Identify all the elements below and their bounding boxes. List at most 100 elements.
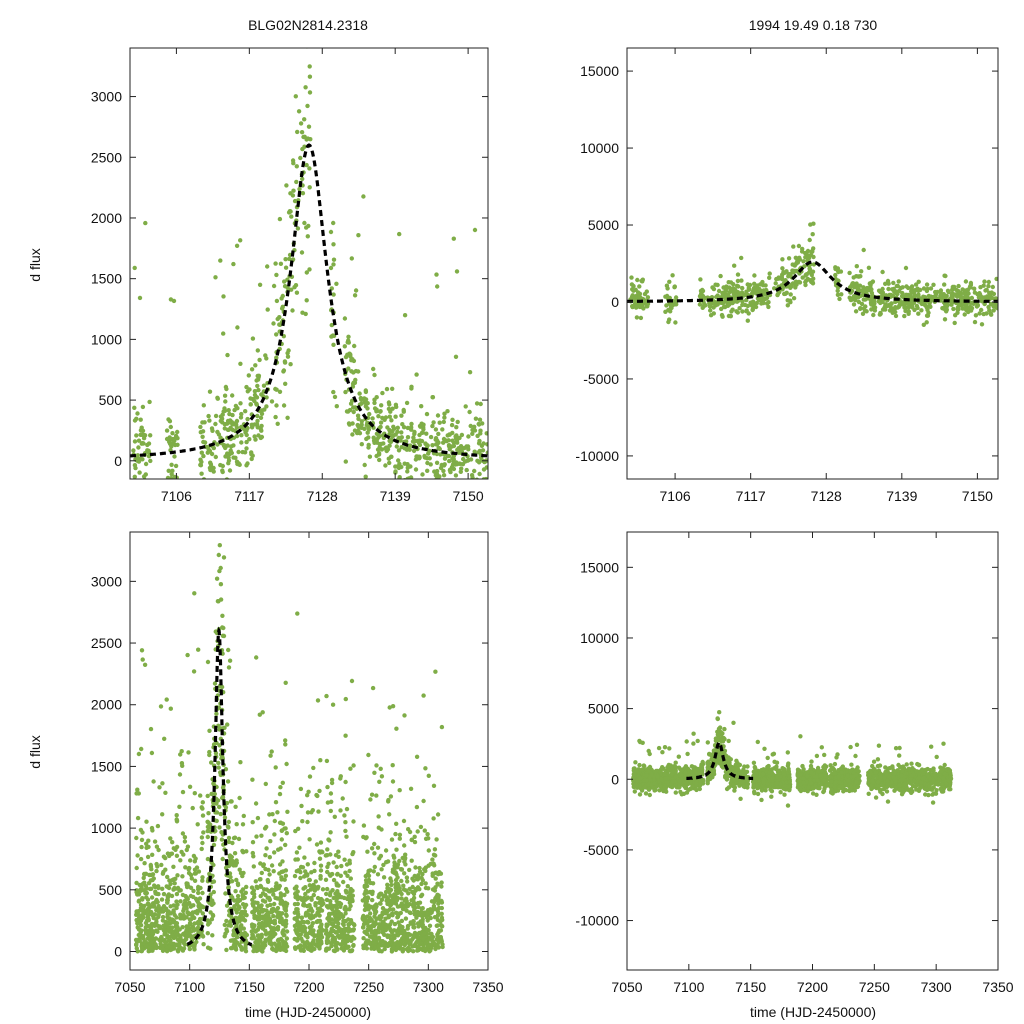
- data-point: [900, 290, 905, 296]
- data-point: [157, 785, 162, 790]
- data-point: [428, 948, 433, 953]
- data-point: [271, 892, 276, 897]
- data-point: [205, 945, 211, 950]
- data-point: [243, 931, 248, 936]
- data-point: [275, 421, 280, 426]
- data-point: [906, 309, 911, 314]
- data-point: [475, 433, 480, 439]
- data-point: [861, 247, 866, 253]
- data-point: [450, 430, 455, 436]
- data-point: [250, 840, 256, 845]
- data-point: [188, 929, 194, 934]
- data-point: [249, 422, 254, 427]
- data-point: [170, 920, 176, 925]
- data-point: [376, 451, 382, 456]
- data-point: [790, 262, 795, 267]
- y-tick-label: 500: [99, 392, 123, 408]
- data-point: [414, 489, 418, 493]
- data-point: [263, 353, 268, 358]
- data-point: [238, 361, 243, 366]
- data-point: [142, 662, 148, 667]
- data-point: [330, 888, 335, 893]
- data-point: [426, 773, 431, 778]
- data-point: [399, 430, 404, 435]
- data-point: [432, 847, 438, 852]
- y-tick-label: 1000: [91, 331, 122, 347]
- data-point: [737, 306, 742, 311]
- data-point: [285, 285, 290, 291]
- data-point: [213, 421, 218, 427]
- data-point: [195, 911, 200, 916]
- data-point: [349, 928, 354, 933]
- data-point: [991, 308, 996, 313]
- data-point: [318, 876, 323, 881]
- data-point: [371, 869, 376, 874]
- data-point: [416, 876, 421, 881]
- data-point: [430, 395, 436, 400]
- data-point: [407, 941, 412, 947]
- data-point: [644, 289, 649, 294]
- data-point: [472, 428, 478, 433]
- data-point: [149, 750, 155, 756]
- data-point: [246, 373, 251, 378]
- x-tick-label: 7139: [380, 488, 411, 504]
- data-point: [207, 728, 212, 733]
- data-point: [211, 483, 215, 487]
- data-point: [312, 868, 317, 874]
- data-point: [742, 292, 747, 297]
- data-point: [379, 914, 384, 920]
- data-point: [149, 911, 154, 916]
- panel-bottom-right: 7050 7100 7150 7200 7250 7300 7350-10000-50000…: [575, 531, 1014, 995]
- data-point: [720, 301, 726, 306]
- data-point: [136, 751, 142, 757]
- data-point: [896, 304, 902, 309]
- data-point: [389, 949, 395, 954]
- data-point: [237, 795, 242, 801]
- data-point: [866, 265, 872, 270]
- data-point: [259, 423, 264, 429]
- data-point: [188, 917, 194, 922]
- data-point: [294, 290, 300, 295]
- data-point: [434, 468, 440, 474]
- data-point: [441, 473, 447, 478]
- data-point: [250, 820, 255, 825]
- data-point: [908, 294, 913, 299]
- data-point: [272, 818, 277, 824]
- data-point: [441, 440, 446, 445]
- data-point: [370, 897, 375, 903]
- data-point: [137, 913, 142, 918]
- data-point: [329, 926, 334, 932]
- data-point: [191, 853, 197, 859]
- data-point: [371, 366, 376, 372]
- data-point: [481, 441, 486, 446]
- data-point: [411, 933, 416, 938]
- data-point: [436, 895, 441, 901]
- data-point: [962, 312, 967, 317]
- data-point: [958, 295, 964, 300]
- data-point: [289, 287, 294, 292]
- data-point: [379, 867, 384, 872]
- data-point: [328, 830, 333, 835]
- data-point: [336, 849, 341, 854]
- data-point: [297, 945, 303, 950]
- data-point: [195, 919, 201, 925]
- data-point: [466, 434, 471, 439]
- data-point: [451, 236, 456, 241]
- data-point: [361, 194, 366, 199]
- data-point: [282, 905, 287, 910]
- data-point: [317, 946, 322, 951]
- data-point: [423, 881, 428, 886]
- data-point: [374, 916, 379, 922]
- data-point: [264, 846, 269, 851]
- data-point: [384, 445, 389, 450]
- data-point: [307, 166, 312, 171]
- data-point: [271, 283, 277, 289]
- y-axis-label-top: d flux: [27, 248, 43, 281]
- data-point: [173, 463, 179, 469]
- data-point: [890, 287, 895, 292]
- plot-frame: [129, 47, 489, 480]
- data-point: [272, 901, 277, 907]
- data-point: [762, 296, 768, 302]
- data-point: [132, 418, 138, 423]
- data-point: [430, 887, 436, 892]
